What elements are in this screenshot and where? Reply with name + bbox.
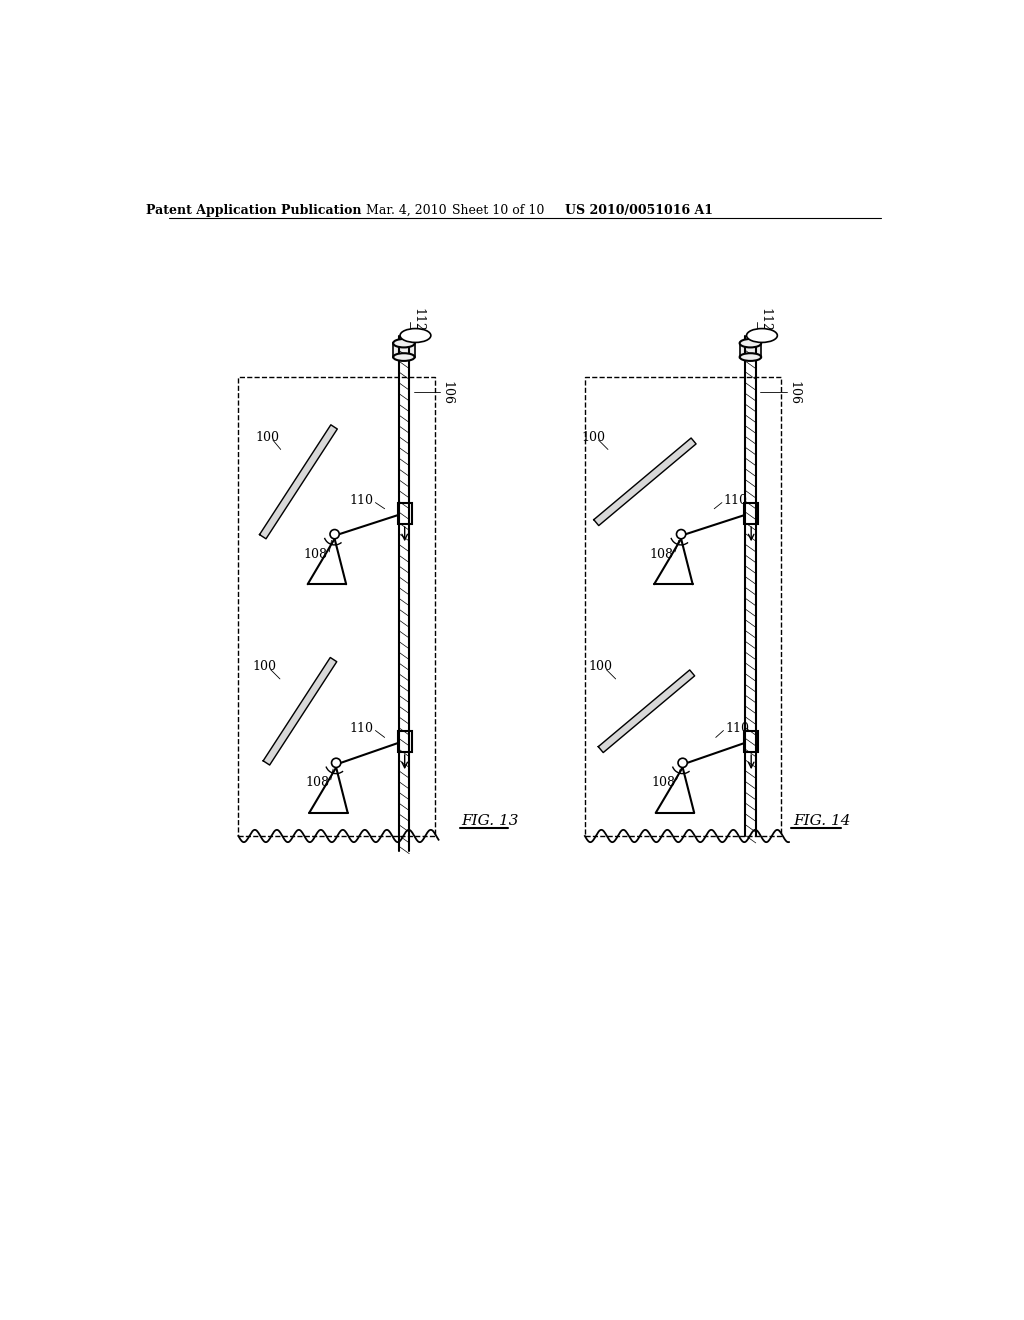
Text: Patent Application Publication: Patent Application Publication: [146, 205, 361, 218]
Bar: [744, 503, 758, 524]
Text: 108: 108: [305, 776, 330, 788]
Text: 106: 106: [787, 381, 801, 405]
Bar: [397, 730, 412, 752]
Polygon shape: [259, 425, 337, 539]
Bar: [397, 503, 412, 524]
Bar: [739, 343, 761, 358]
Bar: [393, 343, 415, 358]
Polygon shape: [594, 438, 696, 525]
Text: 110: 110: [350, 494, 374, 507]
Circle shape: [330, 529, 339, 539]
Text: 100: 100: [589, 660, 612, 673]
Bar: [585, 378, 781, 836]
Ellipse shape: [400, 329, 431, 342]
Text: US 2010/0051016 A1: US 2010/0051016 A1: [565, 205, 713, 218]
Bar: [744, 730, 758, 752]
Circle shape: [677, 529, 686, 539]
Ellipse shape: [746, 329, 777, 342]
Text: 110: 110: [725, 722, 749, 735]
Polygon shape: [598, 671, 694, 752]
Text: 100: 100: [252, 660, 276, 673]
Text: 110: 110: [350, 722, 374, 735]
Circle shape: [332, 758, 341, 767]
Ellipse shape: [739, 339, 761, 347]
Circle shape: [678, 758, 687, 767]
Text: FIG. 14: FIG. 14: [793, 813, 850, 828]
Text: 100: 100: [255, 430, 280, 444]
Text: Sheet 10 of 10: Sheet 10 of 10: [453, 205, 545, 218]
Text: Mar. 4, 2010: Mar. 4, 2010: [366, 205, 446, 218]
Ellipse shape: [739, 354, 761, 360]
Polygon shape: [263, 657, 337, 766]
Bar: [239, 378, 435, 836]
Text: 106: 106: [441, 381, 454, 405]
Text: FIG. 13: FIG. 13: [462, 813, 519, 828]
Text: 100: 100: [581, 430, 605, 444]
Text: 112: 112: [758, 308, 771, 333]
Text: 112: 112: [412, 308, 425, 333]
Ellipse shape: [393, 339, 415, 347]
Text: 110: 110: [724, 494, 748, 507]
Text: 108: 108: [651, 776, 675, 788]
Text: 108: 108: [649, 548, 674, 561]
Ellipse shape: [393, 354, 415, 360]
Text: 108: 108: [304, 548, 328, 561]
